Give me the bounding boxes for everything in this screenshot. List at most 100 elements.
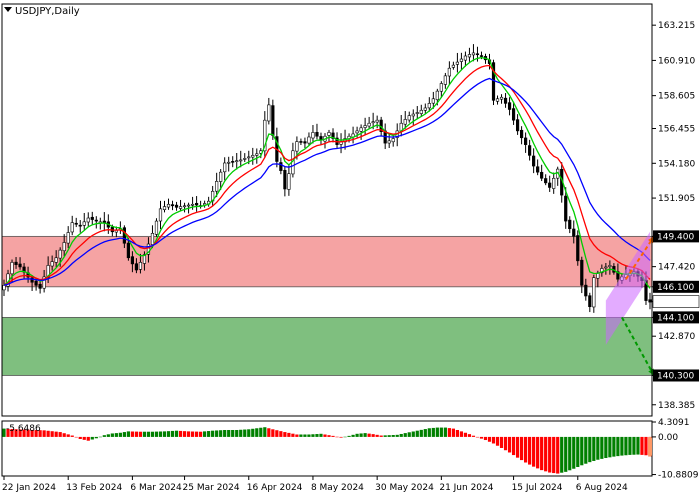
oscillator-bar [38, 430, 42, 437]
oscillator-bar [564, 436, 568, 472]
oscillator-bar [74, 436, 78, 438]
x-tick-label: 21 Jun 2024 [439, 483, 493, 493]
oscillator-bar [211, 430, 215, 437]
oscillator-bar [576, 436, 580, 468]
candle-body [363, 125, 367, 128]
candle-body [122, 227, 126, 244]
oscillator-bar [596, 436, 600, 460]
candle-body [90, 216, 94, 220]
oscillator-bar [375, 434, 379, 437]
oscillator-bar [351, 434, 355, 437]
price-badge-box [653, 280, 699, 293]
oscillator-bar [263, 427, 267, 437]
oscillator-bar [311, 434, 315, 437]
oscillator-bar [14, 429, 18, 437]
oscillator-bar [315, 434, 319, 437]
oscillator-bar [106, 434, 110, 437]
oscillator-bar [584, 436, 588, 464]
oscillator-bar [556, 436, 560, 474]
oscillator-bar [339, 436, 343, 438]
oscillator-bar [190, 431, 195, 437]
oscillator-bar [283, 432, 287, 437]
candle-body [411, 113, 415, 117]
oscillator-bar [503, 436, 508, 451]
oscillator-bar [170, 430, 175, 437]
y-tick-label: 142.870 [658, 332, 695, 342]
candle-body [190, 203, 195, 206]
x-tick-label: 13 Feb 2024 [66, 483, 122, 493]
candle-body [463, 55, 468, 61]
oscillator-bar [275, 430, 279, 437]
candle-body [174, 204, 179, 208]
oscillator-bar [499, 436, 504, 448]
oscillator-bar [307, 434, 311, 437]
x-tick-label: 8 May 2024 [311, 483, 364, 493]
oscillator-bar [243, 429, 247, 437]
oscillator-bar [215, 430, 219, 437]
oscillator-bar [588, 436, 592, 463]
oscillator-bar [335, 436, 339, 438]
candle-body [279, 162, 283, 171]
candle-body [66, 232, 70, 244]
oscillator-bar [407, 432, 411, 437]
candle-body [407, 115, 411, 121]
y-tick-label: 154.180 [658, 159, 695, 169]
candle-body [568, 219, 572, 230]
x-tick-label: 6 Aug 2024 [576, 483, 628, 493]
candle-body [331, 132, 335, 139]
oscillator-bar [54, 431, 58, 437]
candle-body [455, 61, 460, 65]
candle-body [235, 160, 239, 162]
candle-body [255, 153, 259, 156]
oscillator-bar [515, 436, 520, 458]
y-tick-label: 160.910 [658, 56, 695, 66]
oscillator-bar [359, 433, 363, 437]
oscillator-bar [391, 435, 395, 437]
candle-body [419, 109, 423, 114]
y-tick-label: 138.385 [658, 401, 695, 411]
candle-body [182, 205, 187, 208]
candle-body [355, 130, 359, 134]
oscillator-bar [231, 429, 235, 437]
oscillator-bar [158, 431, 163, 437]
candle-body [447, 67, 451, 77]
oscillator-bar [580, 436, 584, 466]
candle-body [215, 181, 219, 192]
dropdown-arrow-icon[interactable] [4, 7, 12, 12]
y-tick-label: 158.605 [658, 92, 695, 102]
oscillator-bar [267, 428, 271, 437]
candle-body [138, 262, 143, 270]
oscillator-bar [182, 431, 187, 437]
candle-body [467, 54, 472, 58]
candle-body [604, 266, 608, 269]
candle-body [415, 112, 419, 114]
oscillator-bar [451, 428, 455, 437]
oscillator-bar [247, 429, 251, 437]
candle-body [303, 141, 307, 144]
candle-body [588, 295, 592, 307]
oscillator-bar [355, 433, 359, 437]
osc-y-tick-label: -10.8809 [658, 471, 699, 481]
oscillator-bar [2, 428, 6, 437]
oscillator-bar [26, 429, 30, 437]
candle-body [42, 276, 46, 289]
oscillator-bar [640, 436, 644, 455]
oscillator-bar [415, 430, 419, 437]
oscillator-bar [174, 430, 179, 437]
candle-body [14, 261, 18, 265]
oscillator-bar [114, 433, 118, 437]
candle-body [223, 162, 227, 173]
price-badge-label: 149.400 [657, 232, 694, 242]
oscillator-bar [475, 436, 480, 438]
oscillator-bar [255, 428, 259, 437]
candle-body [287, 173, 291, 190]
oscillator-bar [138, 431, 143, 437]
candle-body [78, 224, 82, 227]
candle-body [243, 158, 247, 160]
oscillator-value-label: -5.6486 [6, 424, 41, 434]
oscillator-bar [186, 431, 191, 437]
oscillator-bar [431, 427, 435, 437]
oscillator-bar [34, 430, 38, 437]
x-tick-label: 25 Mar 2024 [183, 483, 240, 493]
